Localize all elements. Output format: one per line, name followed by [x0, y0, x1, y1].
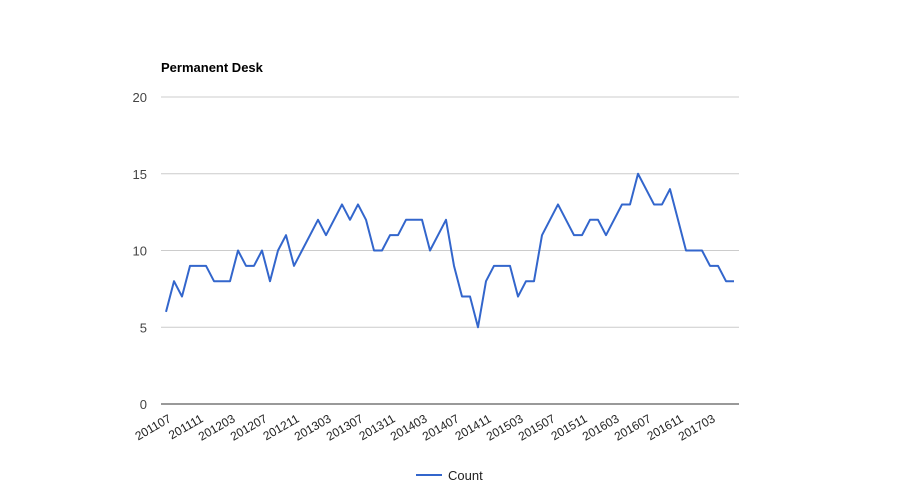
data-point[interactable] — [459, 294, 465, 300]
data-point[interactable] — [403, 217, 409, 223]
data-point[interactable] — [227, 278, 233, 284]
data-point[interactable] — [611, 217, 617, 223]
data-point[interactable] — [499, 263, 505, 269]
data-point[interactable] — [187, 263, 193, 269]
x-tick-label: 201607 — [612, 411, 654, 443]
data-point[interactable] — [235, 248, 241, 254]
y-tick-label: 0 — [140, 397, 147, 412]
x-tick-label: 201407 — [420, 411, 462, 443]
legend-label-count: Count — [448, 468, 483, 483]
series-layer — [163, 171, 737, 330]
data-point[interactable] — [675, 217, 681, 223]
data-point[interactable] — [715, 263, 721, 269]
data-point[interactable] — [163, 309, 169, 315]
data-point[interactable] — [243, 263, 249, 269]
data-point[interactable] — [523, 278, 529, 284]
data-point[interactable] — [643, 186, 649, 192]
data-point[interactable] — [539, 232, 545, 238]
chart-title: Permanent Desk — [161, 60, 264, 75]
data-point[interactable] — [299, 248, 305, 254]
data-point[interactable] — [435, 232, 441, 238]
data-point[interactable] — [331, 217, 337, 223]
data-point[interactable] — [563, 217, 569, 223]
x-tick-label: 201107 — [133, 411, 174, 443]
y-tick-label: 10 — [133, 244, 147, 259]
data-point[interactable] — [515, 294, 521, 300]
data-point[interactable] — [211, 278, 217, 284]
x-axis-ticks: 2011072011112012032012072012112013032013… — [133, 411, 718, 443]
data-point[interactable] — [603, 232, 609, 238]
data-point[interactable] — [699, 248, 705, 254]
data-point[interactable] — [395, 232, 401, 238]
data-point[interactable] — [363, 217, 369, 223]
data-point[interactable] — [387, 232, 393, 238]
data-point[interactable] — [667, 186, 673, 192]
data-point[interactable] — [475, 324, 481, 330]
data-point[interactable] — [579, 232, 585, 238]
x-tick-label: 201507 — [516, 411, 558, 443]
legend[interactable]: Count — [416, 468, 483, 483]
data-point[interactable] — [691, 248, 697, 254]
data-point[interactable] — [635, 171, 641, 177]
data-point[interactable] — [283, 232, 289, 238]
data-point[interactable] — [651, 201, 657, 207]
x-tick-label: 201207 — [228, 411, 270, 443]
data-point[interactable] — [195, 263, 201, 269]
data-point[interactable] — [587, 217, 593, 223]
y-tick-label: 5 — [140, 320, 147, 335]
data-point[interactable] — [555, 201, 561, 207]
data-point[interactable] — [371, 248, 377, 254]
x-tick-label: 201307 — [324, 411, 366, 443]
data-point[interactable] — [731, 278, 737, 284]
data-point[interactable] — [179, 294, 185, 300]
data-point[interactable] — [267, 278, 273, 284]
data-point[interactable] — [619, 201, 625, 207]
data-point[interactable] — [451, 263, 457, 269]
data-point[interactable] — [571, 232, 577, 238]
data-point[interactable] — [315, 217, 321, 223]
data-point[interactable] — [339, 201, 345, 207]
data-point[interactable] — [707, 263, 713, 269]
data-point[interactable] — [259, 248, 265, 254]
data-point[interactable] — [219, 278, 225, 284]
data-point[interactable] — [659, 201, 665, 207]
data-point[interactable] — [507, 263, 513, 269]
data-point[interactable] — [275, 248, 281, 254]
data-point[interactable] — [291, 263, 297, 269]
data-point[interactable] — [723, 278, 729, 284]
data-point[interactable] — [547, 217, 553, 223]
data-point[interactable] — [307, 232, 313, 238]
data-point[interactable] — [483, 278, 489, 284]
y-tick-label: 15 — [133, 167, 147, 182]
data-point[interactable] — [531, 278, 537, 284]
y-axis-ticks: 0 5 10 15 20 — [133, 90, 147, 412]
data-point[interactable] — [203, 263, 209, 269]
series-line-count[interactable] — [165, 172, 734, 329]
data-point[interactable] — [683, 248, 689, 254]
y-tick-label: 20 — [133, 90, 147, 105]
data-point[interactable] — [427, 248, 433, 254]
data-point[interactable] — [355, 201, 361, 207]
data-point[interactable] — [491, 263, 497, 269]
gridlines — [161, 96, 739, 405]
x-tick-label: 201703 — [676, 411, 718, 443]
data-point[interactable] — [347, 217, 353, 223]
data-point[interactable] — [419, 217, 425, 223]
data-point[interactable] — [443, 217, 449, 223]
data-point[interactable] — [627, 201, 633, 207]
data-point[interactable] — [323, 232, 329, 238]
data-point[interactable] — [467, 294, 473, 300]
data-point[interactable] — [251, 263, 257, 269]
data-point[interactable] — [171, 278, 177, 284]
data-point[interactable] — [595, 217, 601, 223]
data-point[interactable] — [411, 217, 417, 223]
data-point[interactable] — [379, 248, 385, 254]
